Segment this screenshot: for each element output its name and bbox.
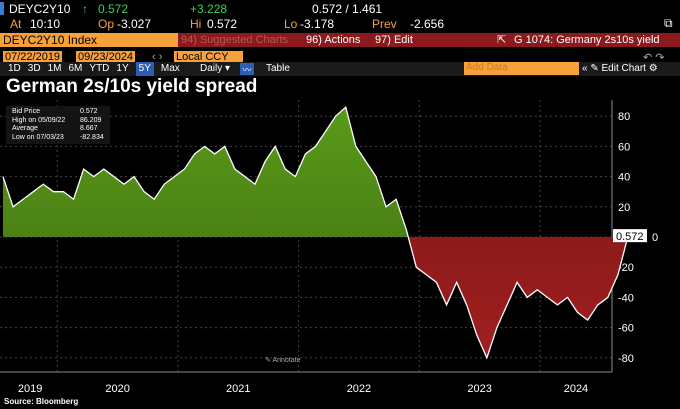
low-label: Lo <box>284 17 298 31</box>
last-price-up-icon: ↑ <box>82 2 88 16</box>
annotate-button[interactable]: ✎ Annotate <box>265 357 301 364</box>
suggested-charts-button[interactable]: 94) Suggested Charts <box>181 34 289 46</box>
ticker: DEYC2Y10 <box>9 2 71 16</box>
source-label: Source: Bloomberg <box>4 397 79 406</box>
period-1m[interactable]: 1M <box>47 63 62 74</box>
legend-row: Bid Price 0.572 <box>12 108 104 117</box>
legend-row: Average 8.667 <box>12 125 104 134</box>
y-tick-label: -40 <box>618 292 634 304</box>
table-button[interactable]: Table <box>266 63 290 74</box>
x-tick-label: 2021 <box>226 383 250 395</box>
low-value: -3.178 <box>300 17 335 31</box>
edit-chart-button[interactable]: « ✎ Edit Chart ⚙ <box>582 63 658 74</box>
time: 10:10 <box>30 17 61 31</box>
legend-value: -82.834 <box>80 133 104 141</box>
export-icon[interactable]: ⇱ <box>497 34 507 46</box>
at-label: At <box>10 17 22 31</box>
frequency-label: Daily <box>200 63 223 74</box>
add-data-input[interactable]: Add Data <box>464 62 579 75</box>
annotate-label: Annotate <box>272 357 301 364</box>
open-label: Op <box>98 17 115 31</box>
y-tick-label: -80 <box>618 353 634 365</box>
period-max[interactable]: Max <box>160 63 180 74</box>
negative-area <box>3 237 628 358</box>
legend: Bid Price 0.572 High on 05/09/22 86.209 Aver… <box>6 106 110 144</box>
prev-next-arrows[interactable]: ‹ › <box>152 51 163 63</box>
legend-row: High on 05/09/22 86.209 <box>12 117 104 126</box>
positive-area <box>3 107 628 237</box>
period-buttons: 1D 3D 1M 6M YTD 1Y 5Y Max <box>8 62 180 76</box>
high-value: 0.572 <box>207 17 238 31</box>
line-chart-icon[interactable]: 〰 <box>240 63 254 75</box>
ticker-marker <box>0 2 4 15</box>
actions-button[interactable]: 96) Actions <box>306 34 361 46</box>
open-value: -3.027 <box>117 17 152 31</box>
period-3d[interactable]: 3D <box>27 63 41 74</box>
legend-value: 86.209 <box>80 116 102 124</box>
period-6m[interactable]: 6M <box>68 63 83 74</box>
period-1d[interactable]: 1D <box>8 63 21 74</box>
x-tick-label: 2022 <box>347 383 371 395</box>
y-tick-label: 40 <box>618 172 630 184</box>
legend-label: Low on 07/03/23 <box>12 133 64 141</box>
legend-row: Low on 07/03/23 -82.834 <box>12 134 104 143</box>
chart-title-label: G 1074: Germany 2s10s yield <box>514 34 660 46</box>
legend-label: Bid Price <box>12 108 41 115</box>
last-price: 0.572 <box>98 2 129 16</box>
start-date-input[interactable]: 07/22/2019 <box>3 51 63 63</box>
last-value-box <box>613 229 647 243</box>
x-tick-label: 2020 <box>105 383 129 395</box>
legend-label: High on 05/09/22 <box>12 116 66 124</box>
edit-button[interactable]: 97) Edit <box>375 34 413 46</box>
period-1y[interactable]: 1Y <box>116 63 129 74</box>
net-change: +3.228 <box>190 2 228 16</box>
undo-redo-icons[interactable]: ↶ ↷ <box>643 52 665 64</box>
security-input[interactable]: DEYC2Y10 Index <box>0 33 178 47</box>
x-tick-label: 2023 <box>467 383 491 395</box>
frequency-select[interactable]: Daily ▾ <box>200 63 231 74</box>
prev-value: -2.656 <box>410 17 445 31</box>
period-ytd[interactable]: YTD <box>89 63 110 74</box>
prev-label: Prev <box>372 17 397 31</box>
legend-value: 0.572 <box>80 108 98 115</box>
x-tick-label: 2024 <box>564 383 588 395</box>
currency-select[interactable]: Local CCY <box>174 51 243 63</box>
high-label: Hi <box>190 17 202 31</box>
period-5y[interactable]: 5Y <box>135 62 154 76</box>
y-tick-label: -20 <box>618 262 634 274</box>
chart[interactable]: 80 60 40 20 0 -20 -40 -60 -80 2019 2020 2021 2022 202… <box>0 100 680 400</box>
x-tick-label: 2019 <box>18 383 42 395</box>
legend-label: Average <box>12 125 38 132</box>
legend-value: 8.667 <box>80 125 98 132</box>
page-title: German 2s/10s yield spread <box>6 76 258 97</box>
edit-chart-label: Edit Chart <box>601 63 646 74</box>
y-tick-label: 0 <box>652 232 658 244</box>
y-tick-label: -60 <box>618 323 634 335</box>
bid-ask: 0.572 / 1.461 <box>312 2 383 16</box>
end-date-input[interactable]: 09/23/2024 <box>76 51 136 63</box>
y-tick-label: 60 <box>618 141 630 153</box>
y-tick-label: 20 <box>618 202 630 214</box>
popout-icon[interactable]: ⧉ <box>664 16 673 30</box>
last-value-label: 0.572 <box>616 231 644 243</box>
series-line <box>2 105 629 360</box>
y-tick-label: 80 <box>618 111 630 123</box>
